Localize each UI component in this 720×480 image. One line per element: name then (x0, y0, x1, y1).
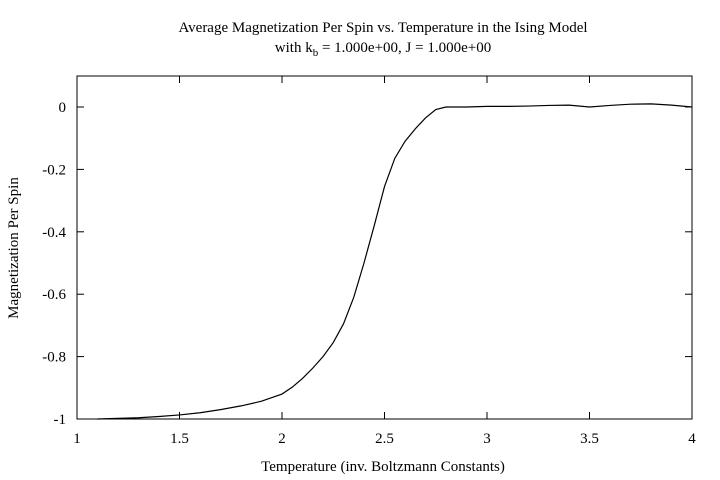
y-axis: 0 -0.2 -0.4 -0.6 -0.8 -1 (42, 100, 692, 428)
x-tick-label: 1.5 (170, 431, 189, 447)
y-tick-label: -1 (54, 412, 67, 428)
y-tick-label: -0.6 (42, 287, 66, 303)
x-axis: 1 1.5 2 2.5 3 3.5 4 (73, 76, 696, 447)
subtitle-subscript: b (313, 47, 319, 59)
x-tick-label: 2.5 (375, 431, 394, 447)
y-tick-label: -0.2 (42, 162, 66, 178)
subtitle-suffix: = 1.000e+00, J = 1.000e+00 (318, 40, 491, 56)
x-tick-label: 4 (688, 431, 696, 447)
x-tick-label: 2 (278, 431, 286, 447)
plot-frame (76, 75, 693, 420)
y-tick-label: -0.8 (42, 350, 66, 366)
y-tick-label: 0 (59, 100, 67, 116)
x-tick-label: 1 (73, 431, 81, 447)
chart-title: Average Magnetization Per Spin vs. Tempe… (178, 20, 587, 36)
x-tick-label: 3 (483, 431, 491, 447)
y-tick-label: -0.4 (42, 225, 66, 241)
chart-subtitle: with kb = 1.000e+00, J = 1.000e+00 (275, 40, 491, 59)
x-axis-label: Temperature (inv. Boltzmann Constants) (261, 459, 505, 475)
x-tick-label: 3.5 (580, 431, 599, 447)
subtitle-prefix: with k (275, 40, 313, 56)
series-line (97, 103, 693, 420)
y-axis-label: Magnetization Per Spin (6, 177, 22, 319)
